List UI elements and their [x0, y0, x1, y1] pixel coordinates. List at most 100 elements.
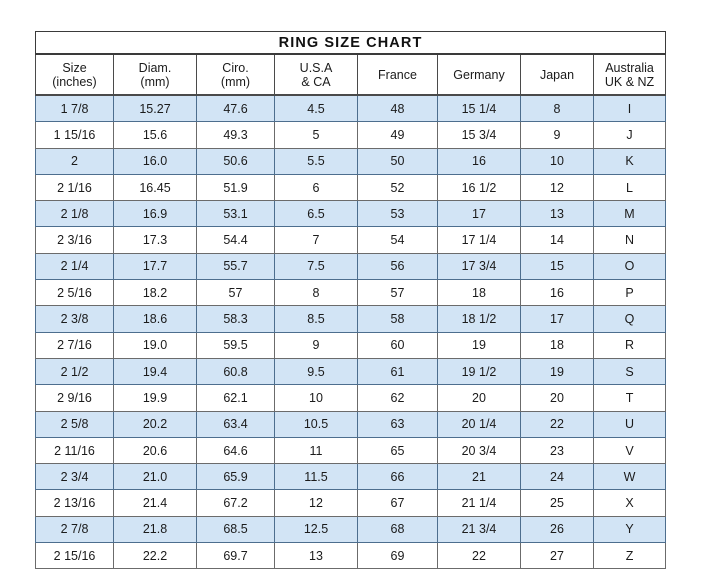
table-cell: 9.5 [274, 357, 358, 386]
column-header-line2: (inches) [52, 74, 97, 89]
table-cell: 19 [520, 357, 594, 386]
table-cell: 2 1/2 [35, 357, 114, 386]
table-cell: 16 1/2 [437, 173, 521, 202]
table-cell: 27 [520, 542, 594, 569]
table-cell: 15 [520, 252, 594, 281]
table-cell: 2 3/16 [35, 226, 114, 254]
table-cell: 63 [357, 410, 438, 438]
table-cell: 69.7 [196, 542, 275, 569]
table-cell: 2 13/16 [35, 489, 114, 517]
table-cell: 2 11/16 [35, 436, 114, 465]
ring-size-chart: RING SIZE CHART Size (inches) Diam. (mm) Cir… [34, 31, 667, 569]
table-cell: 23 [520, 436, 594, 465]
table-cell: 10 [274, 384, 358, 412]
table-cell: 64.6 [196, 436, 275, 465]
table-cell: 2 5/8 [35, 410, 114, 438]
table-cell: 21 1/4 [437, 489, 521, 517]
table-cell: 15 1/4 [437, 94, 521, 123]
table-cell: 26 [520, 515, 594, 544]
table-row: 2 3/8 18.6 58.3 8.5 58 18 1/2 17 Q [35, 305, 667, 333]
table-row: 2 1/2 19.4 60.8 9.5 61 19 1/2 19 S [35, 357, 667, 386]
table-cell: 11.5 [274, 463, 358, 491]
table-row: 1 15/16 15.6 49.3 5 49 15 3/4 9 J [35, 121, 667, 149]
table-cell: 60 [357, 331, 438, 359]
table-cell: 2 9/16 [35, 384, 114, 412]
table-cell: 50.6 [196, 147, 275, 175]
table-cell: 12 [520, 173, 594, 202]
table-row: 2 3/4 21.0 65.9 11.5 66 21 24 W [35, 463, 667, 491]
table-cell: Z [592, 542, 667, 569]
table-cell: 16.45 [113, 173, 197, 202]
table-cell: 50 [357, 147, 438, 175]
table-cell: S [592, 357, 667, 386]
table-cell: 19 1/2 [437, 357, 521, 386]
table-cell: 17 [520, 305, 594, 333]
table-cell: 59.5 [196, 331, 275, 359]
table-cell: 65 [357, 436, 438, 465]
table-cell: 2 3/4 [35, 463, 114, 491]
table-row: 2 5/8 20.2 63.4 10.5 63 20 1/4 22 U [35, 410, 667, 438]
table-cell: 10.5 [274, 410, 358, 438]
column-header-line1: Size [62, 60, 87, 75]
column-header-1: Diam. (mm) [113, 53, 197, 96]
column-header-line1: Germany [453, 67, 505, 82]
table-row: 2 13/16 21.4 67.2 12 67 21 1/4 25 X [35, 489, 667, 517]
column-header-7: Australia UK & NZ [592, 53, 667, 96]
table-cell: 21.4 [113, 489, 197, 517]
table-cell: 22.2 [113, 542, 197, 569]
table-cell: 20 [437, 384, 521, 412]
table-cell: O [592, 252, 667, 281]
table-cell: 16.9 [113, 200, 197, 228]
table-cell: L [592, 173, 667, 202]
table-cell: T [592, 384, 667, 412]
table-header-row: Size (inches) Diam. (mm) Ciro. (mm) U.S.A & CA F… [35, 53, 667, 96]
table-cell: 5 [274, 121, 358, 149]
table-cell: 47.6 [196, 94, 275, 123]
table-cell: 20.6 [113, 436, 197, 465]
table-cell: 4.5 [274, 94, 358, 123]
table-row: 2 7/8 21.8 68.5 12.5 68 21 3/4 26 Y [35, 515, 667, 544]
table-cell: 1 7/8 [35, 94, 114, 123]
table-cell: 53.1 [196, 200, 275, 228]
table-cell: 8 [520, 94, 594, 123]
table-cell: 6 [274, 173, 358, 202]
table-cell: 8 [274, 279, 358, 307]
table-cell: I [592, 94, 667, 123]
table-cell: 7 [274, 226, 358, 254]
table-cell: 22 [437, 542, 521, 569]
column-header-line1: Japan [539, 67, 575, 82]
table-cell: 2 [35, 147, 114, 175]
table-cell: 67 [357, 489, 438, 517]
table-cell: 9 [274, 331, 358, 359]
table-cell: 20 [520, 384, 594, 412]
column-header-3: U.S.A & CA [274, 53, 358, 96]
table-cell: 17.7 [113, 252, 197, 281]
table-cell: 2 3/8 [35, 305, 114, 333]
table-cell: 17 [437, 200, 521, 228]
column-header-line2: (mm) [220, 74, 251, 89]
table-cell: 5.5 [274, 147, 358, 175]
table-row: 2 1/4 17.7 55.7 7.5 56 17 3/4 15 O [35, 252, 667, 281]
table-cell: Q [592, 305, 667, 333]
table-cell: N [592, 226, 667, 254]
table-cell: 54 [357, 226, 438, 254]
table-cell: 16 [520, 279, 594, 307]
table-cell: J [592, 121, 667, 149]
table-cell: 53 [357, 200, 438, 228]
table-cell: 55.7 [196, 252, 275, 281]
table-cell: 19.0 [113, 331, 197, 359]
table-cell: 17.3 [113, 226, 197, 254]
table-cell: 18.2 [113, 279, 197, 307]
table-row: 1 7/8 15.27 47.6 4.5 48 15 1/4 8 I [35, 94, 667, 123]
table-cell: 20.2 [113, 410, 197, 438]
table-cell: 52 [357, 173, 438, 202]
table-cell: 11 [274, 436, 358, 465]
table-cell: 19.4 [113, 357, 197, 386]
table-cell: 7.5 [274, 252, 358, 281]
table-cell: 13 [274, 542, 358, 569]
table-cell: 16 [437, 147, 521, 175]
table-cell: X [592, 489, 667, 517]
table-cell: 25 [520, 489, 594, 517]
table-cell: M [592, 200, 667, 228]
table-cell: 57 [357, 279, 438, 307]
